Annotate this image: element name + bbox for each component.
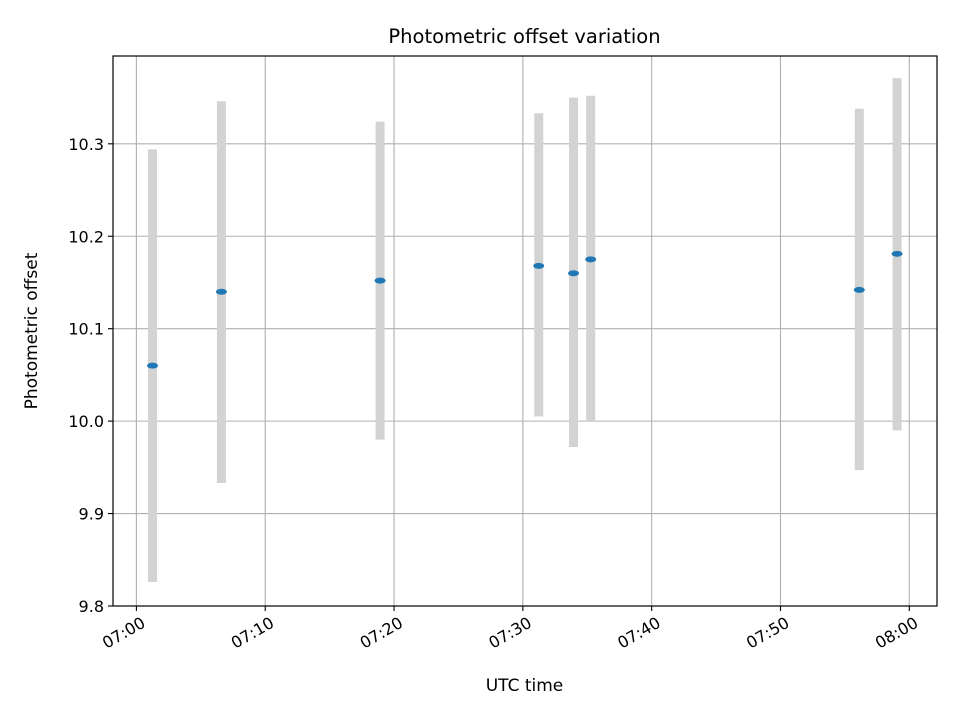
data-point: [215, 288, 227, 295]
y-tick-label: 9.8: [79, 597, 104, 616]
y-tick-label: 10.3: [68, 135, 104, 154]
x-tick-label: 07:10: [228, 613, 277, 653]
x-tick-label: 07:00: [99, 613, 148, 653]
data-points: [147, 250, 903, 369]
x-axis-label: UTC time: [486, 676, 564, 696]
y-axis-label: Photometric offset: [22, 252, 42, 409]
data-point: [585, 256, 597, 263]
y-tick-label: 10.0: [68, 412, 104, 431]
x-tick-label: 07:40: [614, 613, 663, 653]
data-point: [853, 286, 865, 293]
y-tick-label: 9.9: [79, 505, 104, 524]
x-tick-label: 08:00: [872, 613, 921, 653]
y-tick-label: 10.2: [68, 227, 104, 246]
data-point: [891, 250, 903, 257]
plot-frame: [112, 55, 938, 607]
data-point: [533, 262, 545, 269]
data-point: [374, 277, 386, 284]
grid: [113, 56, 937, 607]
x-tick-label: 07:20: [357, 613, 406, 653]
chart-title: Photometric offset variation: [388, 25, 660, 48]
x-tick-label: 07:30: [485, 613, 534, 653]
data-point: [568, 270, 580, 277]
y-tick-label: 10.1: [68, 320, 104, 339]
x-tick-label: 07:50: [743, 613, 792, 653]
data-point: [147, 362, 159, 369]
ticks: 07:00 07:10 07:20 07:30 07:40 07:50 08:00 9.8 9.…: [68, 135, 921, 653]
error-bars: [148, 78, 902, 582]
